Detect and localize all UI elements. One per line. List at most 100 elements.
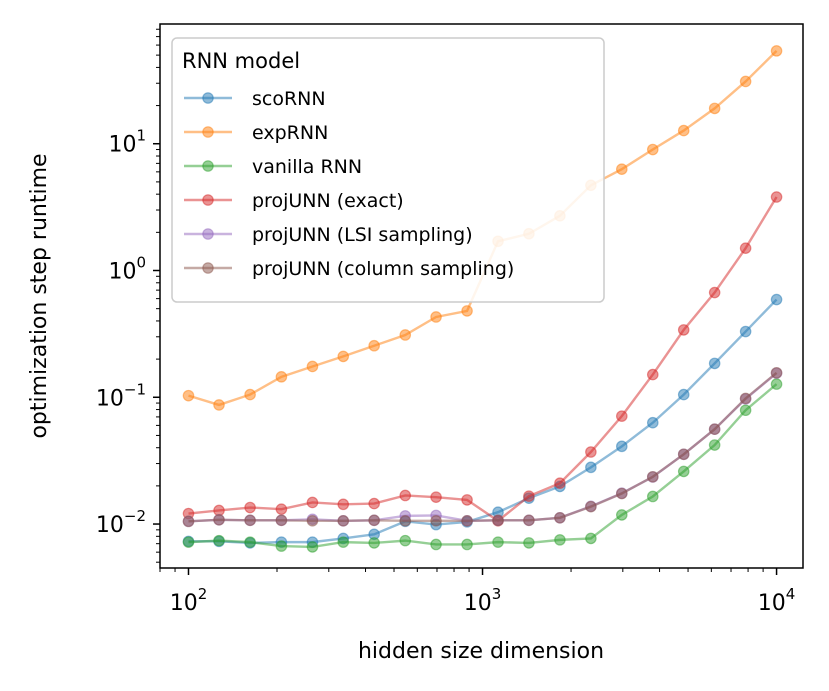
data-point — [337, 498, 350, 511]
data-point — [492, 536, 504, 548]
legend-entry-projunn-lsi-sampling: projUNN (LSI sampling) — [184, 224, 473, 246]
data-point — [677, 324, 690, 336]
data-point — [244, 514, 256, 527]
data-point — [646, 368, 659, 381]
data-point — [337, 536, 350, 548]
y-tick-label-2: 100 — [108, 254, 146, 285]
legend-marker — [202, 126, 214, 138]
series-projunn-column-sampling — [182, 366, 783, 528]
data-point — [337, 515, 350, 527]
legend-title: RNN model — [182, 49, 300, 73]
legend-label: projUNN (LSI sampling) — [252, 224, 473, 246]
data-point — [739, 325, 752, 338]
data-point — [306, 541, 319, 553]
x-tick-label-0: 102 — [170, 585, 208, 616]
axes: 102 103 104 10−2 10−1 100 101 — [96, 28, 796, 616]
data-point — [275, 371, 288, 383]
legend-entry-projunn-exact: projUNN (exact) — [184, 190, 404, 212]
data-point — [430, 311, 442, 323]
data-point — [337, 350, 350, 363]
data-point — [646, 416, 659, 429]
legend-marker — [202, 228, 214, 240]
series-projunn-exact — [182, 191, 783, 527]
data-point — [739, 242, 752, 254]
data-point — [708, 357, 721, 370]
plot-area — [182, 45, 783, 553]
data-point — [708, 423, 721, 435]
data-point — [523, 490, 535, 502]
y-tick-label-3: 101 — [108, 127, 146, 158]
legend-label: scoRNN — [252, 88, 326, 110]
data-point — [708, 439, 721, 451]
legend-label: projUNN (exact) — [252, 190, 404, 212]
data-point — [615, 410, 628, 422]
data-point — [615, 509, 628, 521]
data-point — [615, 487, 628, 500]
data-point — [461, 515, 473, 527]
data-point — [244, 501, 256, 514]
legend-entry-projunn-column-sampling: projUNN (column sampling) — [184, 258, 514, 280]
data-point — [244, 536, 256, 548]
data-point — [708, 102, 721, 115]
data-point — [677, 465, 690, 478]
data-point — [182, 515, 195, 528]
legend-marker — [202, 160, 214, 172]
data-point — [399, 515, 412, 527]
data-point — [739, 75, 752, 88]
data-point — [368, 537, 380, 549]
legend: RNN model scoRNN expRNN vanilla RNN projUNN… — [171, 37, 605, 303]
data-point — [430, 538, 442, 551]
data-point — [523, 537, 535, 549]
data-point — [739, 404, 752, 417]
legend-entry-scornn: scoRNN — [184, 88, 326, 110]
data-point — [646, 470, 659, 483]
data-point — [554, 477, 566, 489]
data-point — [770, 366, 783, 379]
data-point — [213, 514, 225, 526]
data-point — [585, 446, 597, 458]
data-point — [461, 305, 473, 317]
data-point — [677, 124, 690, 137]
data-point — [368, 497, 380, 510]
data-point — [306, 496, 319, 509]
data-point — [585, 500, 597, 513]
data-point — [275, 503, 288, 515]
data-point — [770, 45, 783, 57]
data-point — [615, 163, 628, 175]
data-point — [646, 490, 659, 503]
legend-marker — [202, 92, 214, 104]
data-point — [306, 360, 319, 373]
data-point — [368, 339, 380, 352]
data-point — [770, 293, 783, 306]
legend-label: vanilla RNN — [252, 156, 362, 178]
data-point — [244, 388, 256, 401]
data-point — [523, 514, 535, 527]
data-point — [770, 378, 783, 390]
x-tick-label-1: 103 — [464, 585, 502, 616]
series-vanilla-rnn — [182, 378, 783, 553]
data-point — [213, 399, 225, 411]
data-point — [554, 511, 566, 524]
data-point — [306, 515, 319, 527]
data-point — [770, 191, 783, 203]
y-tick-label-1: 10−1 — [96, 380, 146, 411]
legend-box — [171, 37, 605, 303]
data-point — [430, 491, 442, 503]
data-point — [739, 392, 752, 405]
data-point — [182, 536, 195, 548]
x-tick-label-2: 104 — [758, 585, 796, 616]
legend-entry-exprnn: expRNN — [184, 122, 328, 144]
legend-label: projUNN (column sampling) — [252, 258, 514, 280]
data-point — [492, 514, 504, 527]
legend-label: expRNN — [252, 122, 328, 144]
data-point — [399, 534, 412, 547]
plot-frame — [159, 23, 804, 569]
data-point — [182, 389, 195, 402]
data-point — [275, 540, 288, 552]
data-point — [399, 329, 412, 341]
data-point — [615, 440, 628, 453]
data-point — [368, 514, 380, 527]
data-point — [646, 143, 659, 156]
data-point — [585, 461, 597, 474]
